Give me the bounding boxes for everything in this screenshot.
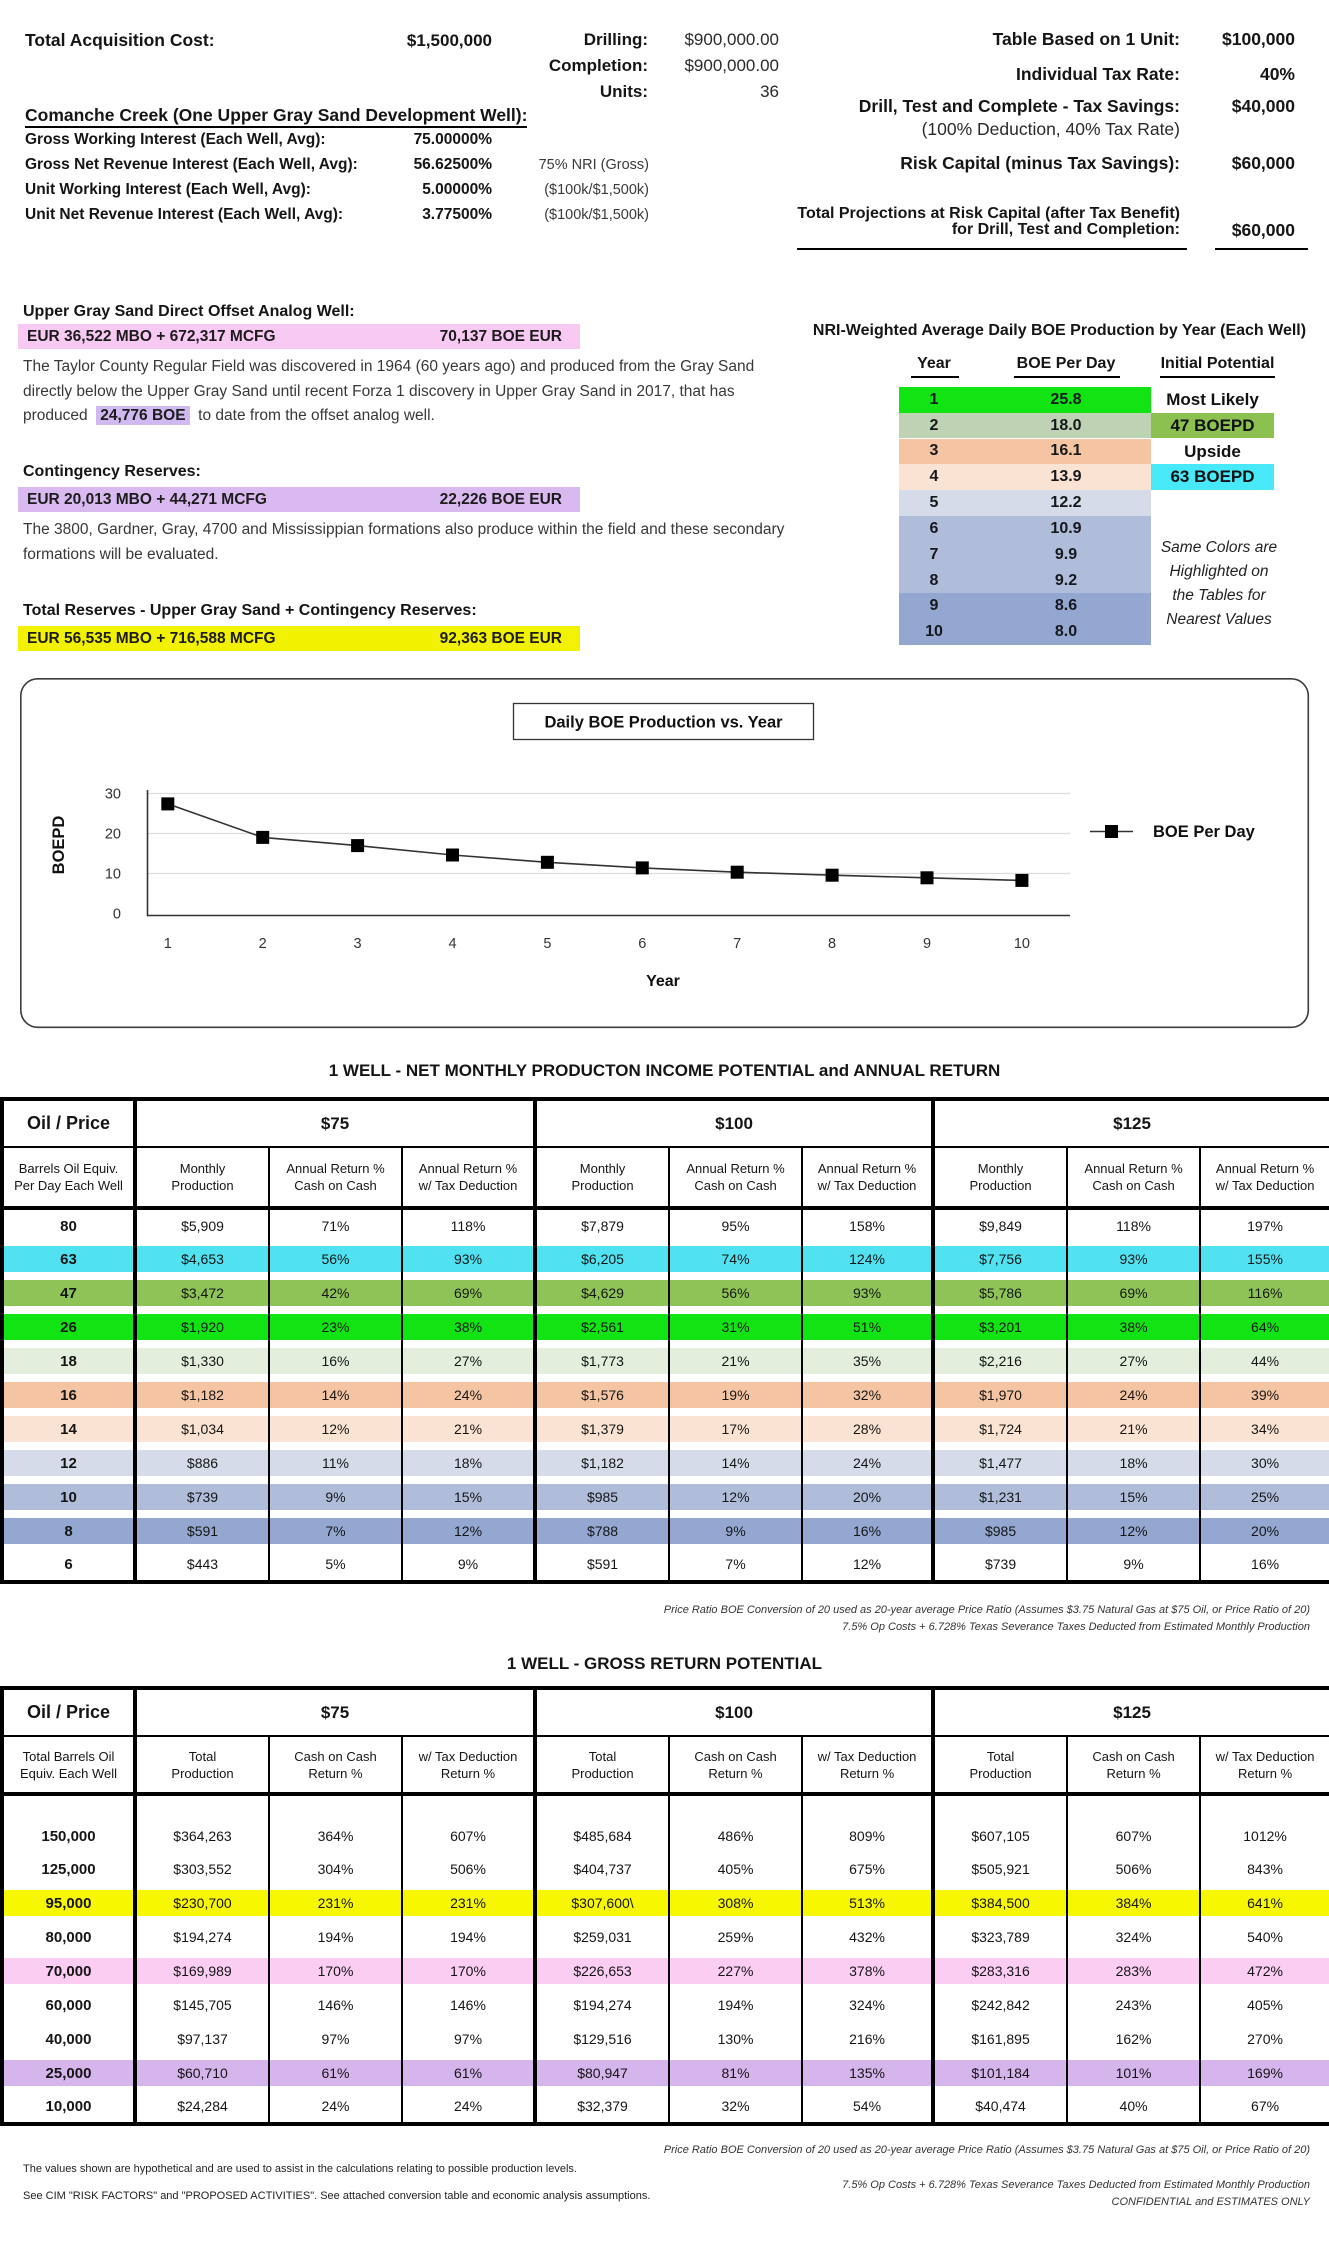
- svg-text:Year: Year: [646, 973, 680, 990]
- svg-text:1: 1: [164, 936, 172, 952]
- svg-text:8: 8: [828, 936, 836, 952]
- svg-text:2: 2: [259, 936, 267, 952]
- svg-text:3: 3: [354, 936, 362, 952]
- svg-text:Daily BOE Production vs. Year: Daily BOE Production vs. Year: [544, 714, 783, 732]
- svg-text:9: 9: [923, 936, 931, 952]
- svg-text:BOEPD: BOEPD: [50, 816, 68, 875]
- svg-text:BOE Per Day: BOE Per Day: [1153, 823, 1256, 841]
- svg-text:0: 0: [113, 907, 121, 923]
- svg-text:4: 4: [448, 936, 456, 952]
- svg-text:10: 10: [1014, 936, 1030, 952]
- svg-text:30: 30: [105, 787, 121, 803]
- svg-text:5: 5: [543, 936, 551, 952]
- svg-text:10: 10: [105, 867, 121, 883]
- svg-text:6: 6: [638, 936, 646, 952]
- svg-text:7: 7: [733, 936, 741, 952]
- svg-text:20: 20: [105, 827, 121, 843]
